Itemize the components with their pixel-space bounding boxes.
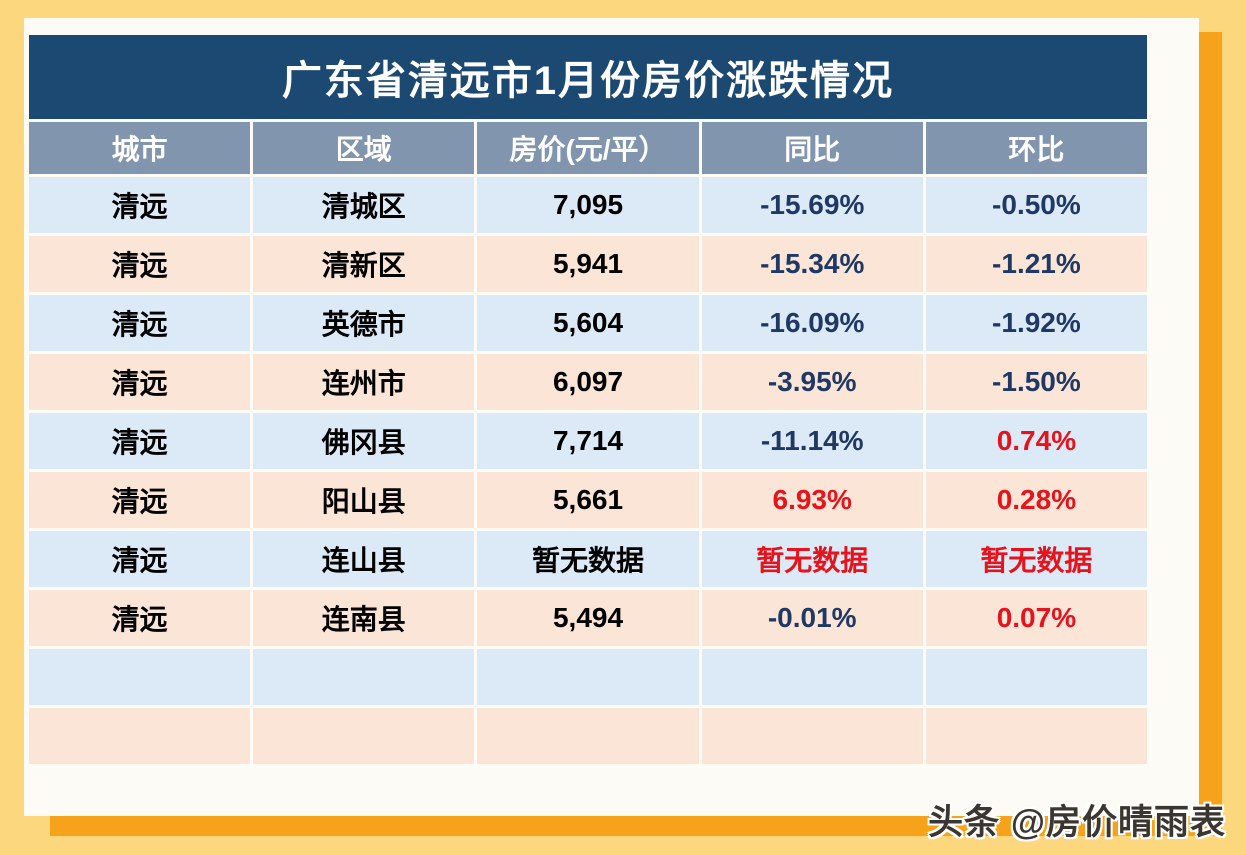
mom-value: -0.50% bbox=[925, 177, 1148, 233]
price-value: 暂无数据 bbox=[477, 531, 699, 587]
yoy-value: 6.93% bbox=[701, 472, 923, 528]
empty-cell bbox=[477, 708, 699, 764]
price-value: 5,941 bbox=[477, 236, 699, 292]
table-row-empty bbox=[29, 649, 1148, 705]
table-row: 清远 连州市 6,097 -3.95% -1.50% bbox=[29, 354, 1148, 410]
table-title: 广东省清远市1月份房价涨跌情况 bbox=[29, 35, 1147, 119]
table-row: 清远 清新区 5,941 -15.34% -1.21% bbox=[29, 236, 1148, 292]
price-value: 5,494 bbox=[477, 590, 699, 646]
table-row: 清远 连山县 暂无数据 暂无数据 暂无数据 bbox=[29, 531, 1148, 587]
mom-value: -1.21% bbox=[925, 236, 1148, 292]
yoy-value: -15.34% bbox=[701, 236, 923, 292]
table-row: 清远 连南县 5,494 -0.01% 0.07% bbox=[29, 590, 1148, 646]
mom-value: 0.28% bbox=[925, 472, 1148, 528]
table-row: 清远 佛冈县 7,714 -11.14% 0.74% bbox=[29, 413, 1148, 469]
district-value: 连州市 bbox=[253, 354, 475, 410]
yoy-value: 暂无数据 bbox=[701, 531, 923, 587]
table-row-empty bbox=[29, 708, 1148, 764]
col-header-city: 城市 bbox=[29, 122, 251, 174]
district-value: 连南县 bbox=[253, 590, 475, 646]
price-value: 7,714 bbox=[477, 413, 699, 469]
mom-value: 0.74% bbox=[925, 413, 1148, 469]
mom-value: 暂无数据 bbox=[925, 531, 1148, 587]
city-value: 清远 bbox=[29, 472, 251, 528]
empty-cell bbox=[253, 649, 475, 705]
price-value: 6,097 bbox=[477, 354, 699, 410]
district-value: 佛冈县 bbox=[253, 413, 475, 469]
empty-cell bbox=[253, 708, 475, 764]
house-price-table: 广东省清远市1月份房价涨跌情况 城市 区域 房价(元/平） 同比 环比 清远 清… bbox=[29, 35, 1148, 764]
price-value: 5,661 bbox=[477, 472, 699, 528]
district-value: 阳山县 bbox=[253, 472, 475, 528]
empty-cell bbox=[29, 708, 251, 764]
price-value: 5,604 bbox=[477, 295, 699, 351]
city-value: 清远 bbox=[29, 236, 251, 292]
empty-cell bbox=[477, 649, 699, 705]
col-header-yoy: 同比 bbox=[701, 122, 923, 174]
yoy-value: -16.09% bbox=[701, 295, 923, 351]
yoy-value: -11.14% bbox=[701, 413, 923, 469]
empty-cell bbox=[701, 649, 923, 705]
table-row: 清远 清城区 7,095 -15.69% -0.50% bbox=[29, 177, 1148, 233]
yoy-value: -0.01% bbox=[701, 590, 923, 646]
table-row: 清远 英德市 5,604 -16.09% -1.92% bbox=[29, 295, 1148, 351]
yoy-value: -3.95% bbox=[701, 354, 923, 410]
col-header-mom: 环比 bbox=[925, 122, 1148, 174]
table-header-row: 城市 区域 房价(元/平） 同比 环比 bbox=[29, 122, 1148, 174]
district-value: 清新区 bbox=[253, 236, 475, 292]
empty-cell bbox=[925, 708, 1148, 764]
city-value: 清远 bbox=[29, 295, 251, 351]
toutiao-watermark: 头条 @房价晴雨表 bbox=[928, 803, 1226, 842]
mom-value: -1.50% bbox=[925, 354, 1148, 410]
empty-cell bbox=[925, 649, 1148, 705]
district-value: 连山县 bbox=[253, 531, 475, 587]
mom-value: 0.07% bbox=[925, 590, 1148, 646]
yoy-value: -15.69% bbox=[701, 177, 923, 233]
city-value: 清远 bbox=[29, 413, 251, 469]
city-value: 清远 bbox=[29, 177, 251, 233]
col-header-price: 房价(元/平） bbox=[477, 122, 699, 174]
city-value: 清远 bbox=[29, 531, 251, 587]
city-value: 清远 bbox=[29, 354, 251, 410]
district-value: 英德市 bbox=[253, 295, 475, 351]
col-header-district: 区域 bbox=[253, 122, 475, 174]
district-value: 清城区 bbox=[253, 177, 475, 233]
city-value: 清远 bbox=[29, 590, 251, 646]
mom-value: -1.92% bbox=[925, 295, 1148, 351]
empty-cell bbox=[701, 708, 923, 764]
empty-cell bbox=[29, 649, 251, 705]
price-value: 7,095 bbox=[477, 177, 699, 233]
table-row: 清远 阳山县 5,661 6.93% 0.28% bbox=[29, 472, 1148, 528]
